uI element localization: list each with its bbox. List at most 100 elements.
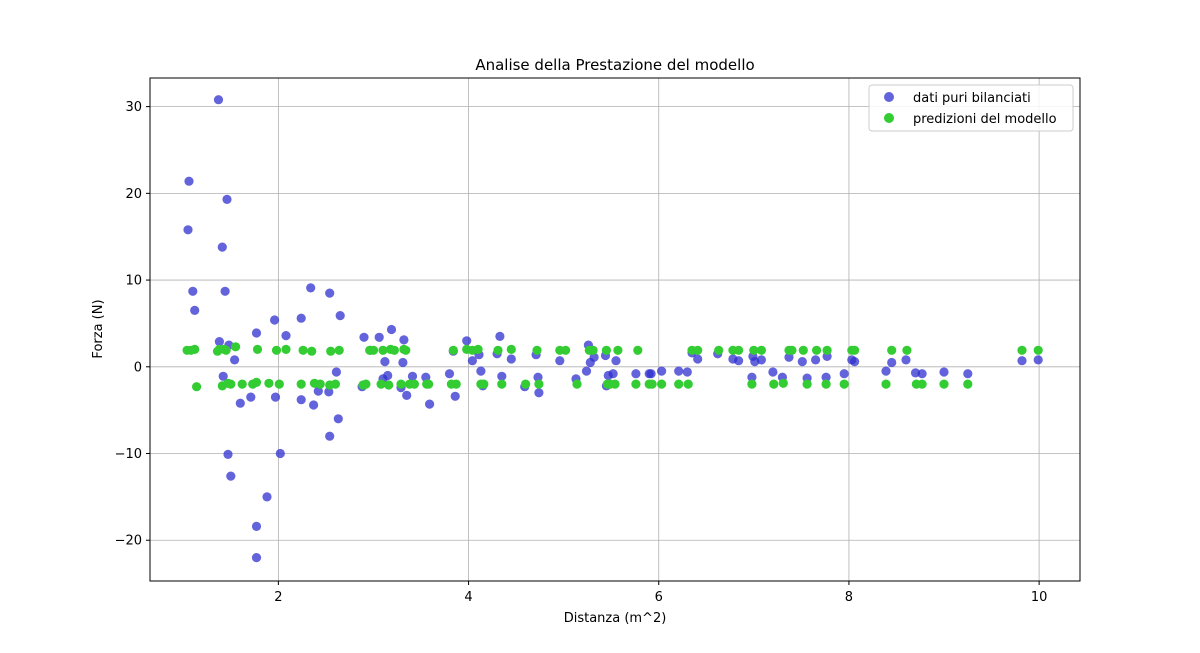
legend-label-predictions: predizioni del modello bbox=[913, 112, 1057, 127]
prediction-point bbox=[631, 379, 641, 389]
raw-data-point bbox=[901, 355, 911, 365]
raw-data-point bbox=[226, 471, 236, 481]
raw-data-point bbox=[611, 356, 621, 366]
prediction-point bbox=[368, 345, 379, 355]
prediction-point bbox=[307, 346, 317, 356]
prediction-point bbox=[271, 345, 282, 355]
prediction-point bbox=[902, 345, 912, 355]
raw-data-point bbox=[309, 400, 319, 410]
y-tick-label: −10 bbox=[115, 447, 142, 462]
legend: dati puri bilanciati predizioni del mode… bbox=[868, 84, 1074, 132]
raw-data-point bbox=[402, 390, 412, 400]
y-tick-label: 0 bbox=[134, 360, 142, 375]
legend-marker-raw-data bbox=[884, 92, 894, 102]
raw-data-point bbox=[270, 315, 280, 325]
raw-data-point bbox=[657, 366, 667, 376]
raw-data-point bbox=[939, 367, 949, 377]
raw-data-point bbox=[534, 388, 544, 398]
raw-data-point bbox=[589, 352, 599, 362]
prediction-point bbox=[473, 344, 483, 354]
raw-data-point bbox=[734, 356, 744, 366]
prediction-point bbox=[787, 345, 797, 355]
raw-data-point bbox=[281, 331, 291, 341]
prediction-point bbox=[734, 345, 744, 355]
legend-label-raw-data: dati puri bilanciati bbox=[913, 91, 1031, 106]
raw-data-point bbox=[184, 176, 194, 186]
prediction-point bbox=[251, 377, 262, 387]
prediction-point bbox=[747, 379, 757, 389]
raw-data-point bbox=[797, 357, 807, 367]
prediction-point bbox=[657, 379, 667, 389]
raw-data-point bbox=[756, 355, 767, 365]
raw-data-point bbox=[631, 369, 641, 379]
prediction-point bbox=[315, 379, 325, 389]
raw-data-point bbox=[220, 286, 230, 296]
prediction-point bbox=[274, 379, 284, 389]
raw-data-point bbox=[674, 366, 684, 376]
prediction-point bbox=[384, 380, 394, 390]
prediction-point bbox=[361, 379, 371, 389]
prediction-point bbox=[822, 345, 832, 355]
raw-data-point bbox=[251, 328, 262, 338]
raw-data-point bbox=[811, 355, 821, 365]
raw-data-point bbox=[407, 371, 418, 381]
raw-data-point bbox=[581, 366, 592, 376]
chart-title: Analise della Prestazione del modello bbox=[475, 56, 754, 74]
raw-data-point bbox=[555, 356, 565, 366]
raw-data-point bbox=[608, 369, 618, 379]
x-axis-label: Distanza (m^2) bbox=[564, 611, 667, 626]
raw-data-point bbox=[313, 386, 323, 396]
prediction-point bbox=[749, 345, 759, 355]
y-tick-label: 10 bbox=[125, 274, 142, 289]
raw-data-point bbox=[359, 332, 369, 342]
y-tick-label: 20 bbox=[125, 187, 142, 202]
prediction-point bbox=[693, 345, 703, 355]
raw-data-point bbox=[881, 366, 891, 376]
raw-data-point bbox=[646, 369, 656, 379]
raw-data-point bbox=[306, 283, 316, 293]
raw-data-point bbox=[399, 335, 409, 345]
prediction-point bbox=[330, 379, 340, 389]
prediction-point bbox=[588, 345, 598, 355]
raw-data-point bbox=[963, 369, 973, 379]
raw-data-point bbox=[467, 356, 477, 366]
raw-data-point bbox=[476, 366, 486, 376]
prediction-point bbox=[497, 379, 507, 389]
raw-data-point bbox=[235, 398, 245, 408]
raw-data-point bbox=[296, 395, 306, 405]
prediction-point bbox=[756, 345, 767, 355]
x-tick-label: 4 bbox=[464, 590, 472, 605]
raw-data-point bbox=[218, 371, 228, 381]
x-tick-label: 10 bbox=[1031, 590, 1048, 605]
prediction-point bbox=[683, 379, 693, 389]
prediction-point bbox=[633, 345, 643, 355]
raw-data-point bbox=[533, 372, 543, 382]
raw-data-point bbox=[850, 357, 860, 367]
prediction-point bbox=[451, 379, 461, 389]
prediction-point bbox=[647, 379, 657, 389]
prediction-point bbox=[939, 379, 949, 389]
prediction-point bbox=[252, 344, 263, 354]
raw-data-point bbox=[839, 369, 849, 379]
raw-data-point bbox=[506, 354, 516, 364]
raw-data-point bbox=[425, 399, 435, 409]
prediction-point bbox=[237, 379, 247, 389]
prediction-point bbox=[424, 379, 434, 389]
prediction-point bbox=[298, 345, 308, 355]
raw-data-point bbox=[335, 311, 345, 321]
raw-data-point bbox=[380, 357, 390, 367]
raw-data-point bbox=[497, 371, 507, 381]
prediction-point bbox=[521, 379, 531, 389]
prediction-point bbox=[264, 378, 274, 388]
prediction-point bbox=[963, 379, 973, 389]
prediction-point bbox=[448, 345, 458, 355]
prediction-point bbox=[401, 345, 411, 355]
raw-data-point bbox=[421, 372, 431, 382]
y-axis-label: Forza (N) bbox=[91, 299, 106, 358]
prediction-point bbox=[714, 345, 724, 355]
raw-data-point bbox=[325, 431, 335, 441]
prediction-point bbox=[296, 379, 306, 389]
prediction-point bbox=[1017, 345, 1027, 355]
raw-data-point bbox=[296, 313, 306, 323]
